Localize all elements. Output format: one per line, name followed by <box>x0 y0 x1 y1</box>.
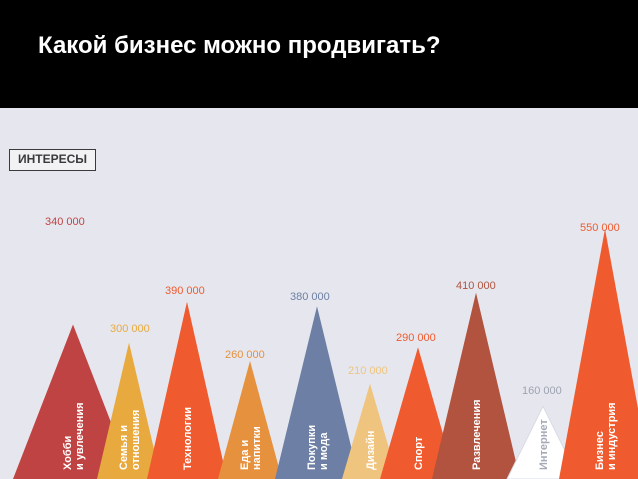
svg-text:Еда и: Еда и <box>239 440 251 470</box>
slide-header: Какой бизнес можно продвигать? <box>0 0 638 108</box>
value-label-1: 340 000 <box>45 216 85 228</box>
category-label-5: Покупки и мода <box>306 425 330 470</box>
peak-4 <box>218 360 282 479</box>
svg-text:Интернет: Интернет <box>538 419 550 470</box>
category-label-10: Бизнес и индустрия <box>594 402 618 470</box>
category-label-1: Хобби и увлечения <box>62 402 86 470</box>
category-label-9: Интернет <box>538 419 550 470</box>
svg-text:Дизайн: Дизайн <box>365 431 377 470</box>
slide-title: Какой бизнес можно продвигать? <box>38 32 441 59</box>
peak-5 <box>275 306 359 479</box>
svg-text:Развлечения: Развлечения <box>471 399 483 470</box>
svg-text:и увлечения: и увлечения <box>74 402 86 470</box>
value-label-5: 380 000 <box>290 291 330 303</box>
peak-1 <box>13 324 133 479</box>
category-label-8: Развлечения <box>471 399 483 470</box>
category-label-4: Еда и напитки <box>239 426 263 470</box>
value-label-7: 290 000 <box>396 332 436 344</box>
category-label-6: Дизайн <box>365 431 377 470</box>
value-label-2: 300 000 <box>110 323 150 335</box>
peak-9 <box>506 405 580 479</box>
svg-text:и индустрия: и индустрия <box>606 402 618 470</box>
peak-8 <box>432 292 520 479</box>
peak-7 <box>380 347 456 479</box>
peak-6 <box>342 383 398 479</box>
svg-text:напитки: напитки <box>251 426 263 470</box>
value-label-10: 550 000 <box>580 222 620 234</box>
svg-text:Бизнес: Бизнес <box>594 431 606 470</box>
section-label-box: ИНТЕРЕСЫ <box>9 149 97 171</box>
value-label-3: 390 000 <box>165 285 205 297</box>
category-label-7: Спорт <box>413 436 425 470</box>
value-label-9: 160 000 <box>522 385 562 397</box>
peak-2 <box>97 342 161 479</box>
peak-10 <box>559 229 638 479</box>
svg-text:Технологии: Технологии <box>182 407 194 470</box>
value-label-4: 260 000 <box>225 349 265 361</box>
value-label-6: 210 000 <box>348 365 388 377</box>
svg-text:Спорт: Спорт <box>413 436 425 470</box>
svg-text:отношения: отношения <box>130 410 142 470</box>
svg-text:Покупки: Покупки <box>306 425 318 470</box>
peak-3 <box>147 301 227 479</box>
value-label-8: 410 000 <box>456 280 496 292</box>
svg-text:и мода: и мода <box>318 432 330 470</box>
category-label-2: Семья и отношения <box>118 410 142 470</box>
category-label-3: Технологии <box>182 407 194 470</box>
svg-text:Хобби: Хобби <box>62 436 74 470</box>
svg-text:Семья и: Семья и <box>118 425 130 470</box>
